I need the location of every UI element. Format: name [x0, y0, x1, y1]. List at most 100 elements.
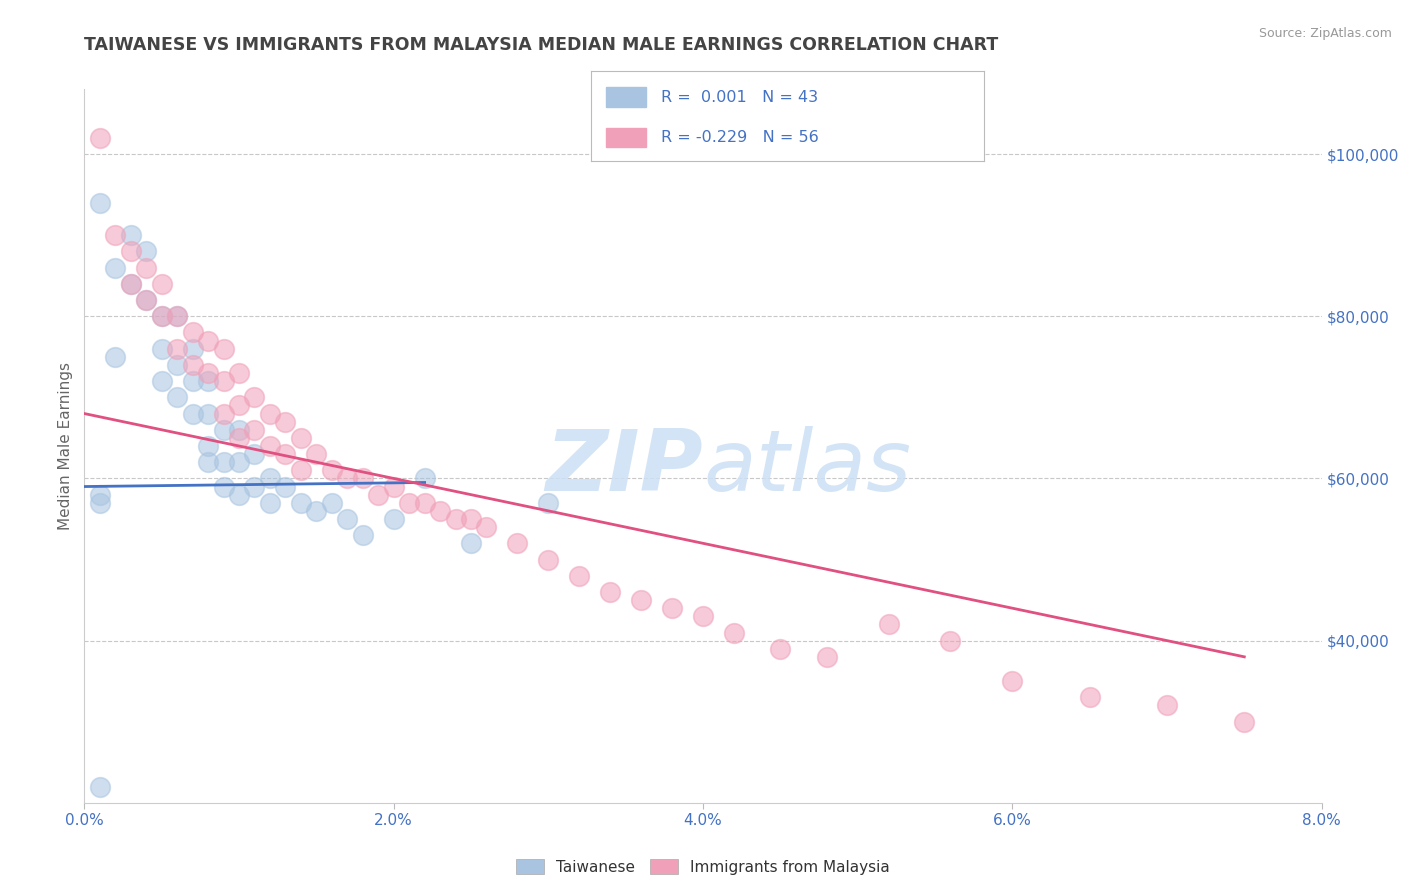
- Point: [352, 471, 374, 485]
- Point: [382, 512, 405, 526]
- Point: [692, 609, 714, 624]
- Point: [352, 528, 374, 542]
- Point: [135, 260, 157, 275]
- Point: [321, 496, 343, 510]
- Point: [274, 447, 297, 461]
- Point: [243, 447, 266, 461]
- Point: [150, 277, 173, 291]
- Point: [181, 342, 204, 356]
- Y-axis label: Median Male Earnings: Median Male Earnings: [58, 362, 73, 530]
- Point: [104, 350, 127, 364]
- Point: [197, 407, 219, 421]
- Point: [197, 439, 219, 453]
- Bar: [606, 87, 645, 107]
- Point: [661, 601, 683, 615]
- Point: [212, 407, 235, 421]
- Point: [475, 520, 498, 534]
- Point: [537, 496, 560, 510]
- Text: atlas: atlas: [703, 425, 911, 509]
- Point: [243, 479, 266, 493]
- Point: [212, 374, 235, 388]
- Point: [135, 244, 157, 259]
- Point: [228, 431, 250, 445]
- Point: [460, 512, 482, 526]
- Point: [228, 399, 250, 413]
- Point: [150, 310, 173, 324]
- Point: [89, 496, 111, 510]
- Point: [1078, 690, 1101, 705]
- Point: [367, 488, 389, 502]
- Point: [197, 334, 219, 348]
- Point: [274, 415, 297, 429]
- Point: [197, 455, 219, 469]
- Point: [181, 407, 204, 421]
- Text: TAIWANESE VS IMMIGRANTS FROM MALAYSIA MEDIAN MALE EARNINGS CORRELATION CHART: TAIWANESE VS IMMIGRANTS FROM MALAYSIA ME…: [84, 36, 998, 54]
- Bar: [606, 128, 645, 147]
- Point: [1156, 698, 1178, 713]
- Point: [120, 277, 142, 291]
- Point: [150, 342, 173, 356]
- Point: [939, 633, 962, 648]
- Point: [290, 496, 312, 510]
- Point: [243, 390, 266, 404]
- Point: [212, 479, 235, 493]
- Point: [120, 244, 142, 259]
- Point: [150, 310, 173, 324]
- Point: [413, 496, 436, 510]
- Point: [321, 463, 343, 477]
- Point: [228, 366, 250, 380]
- Point: [290, 463, 312, 477]
- Point: [506, 536, 529, 550]
- Point: [104, 260, 127, 275]
- Point: [290, 431, 312, 445]
- Point: [305, 504, 328, 518]
- Text: R = -0.229   N = 56: R = -0.229 N = 56: [661, 130, 820, 145]
- Point: [181, 326, 204, 340]
- Point: [429, 504, 451, 518]
- Point: [228, 423, 250, 437]
- Point: [815, 649, 838, 664]
- Legend: Taiwanese, Immigrants from Malaysia: Taiwanese, Immigrants from Malaysia: [510, 853, 896, 880]
- Point: [1001, 674, 1024, 689]
- Point: [877, 617, 900, 632]
- Point: [630, 593, 652, 607]
- Text: R =  0.001   N = 43: R = 0.001 N = 43: [661, 90, 818, 104]
- Point: [212, 455, 235, 469]
- Point: [769, 641, 792, 656]
- Point: [568, 568, 591, 582]
- Point: [259, 407, 281, 421]
- Point: [89, 131, 111, 145]
- Point: [274, 479, 297, 493]
- Point: [336, 471, 359, 485]
- Point: [120, 228, 142, 243]
- Point: [166, 310, 188, 324]
- Point: [197, 374, 219, 388]
- Point: [228, 488, 250, 502]
- Point: [444, 512, 467, 526]
- Point: [212, 342, 235, 356]
- Point: [1233, 714, 1256, 729]
- Point: [104, 228, 127, 243]
- Point: [259, 471, 281, 485]
- Point: [89, 780, 111, 794]
- Point: [228, 455, 250, 469]
- Point: [135, 293, 157, 307]
- Point: [723, 625, 745, 640]
- Point: [197, 366, 219, 380]
- Text: Source: ZipAtlas.com: Source: ZipAtlas.com: [1258, 27, 1392, 40]
- Point: [599, 585, 621, 599]
- Point: [166, 310, 188, 324]
- Point: [166, 342, 188, 356]
- Point: [336, 512, 359, 526]
- Point: [120, 277, 142, 291]
- Point: [135, 293, 157, 307]
- Text: ZIP: ZIP: [546, 425, 703, 509]
- Point: [382, 479, 405, 493]
- Point: [181, 358, 204, 372]
- Point: [212, 423, 235, 437]
- Point: [259, 439, 281, 453]
- Point: [259, 496, 281, 510]
- Point: [460, 536, 482, 550]
- Point: [89, 195, 111, 210]
- Point: [305, 447, 328, 461]
